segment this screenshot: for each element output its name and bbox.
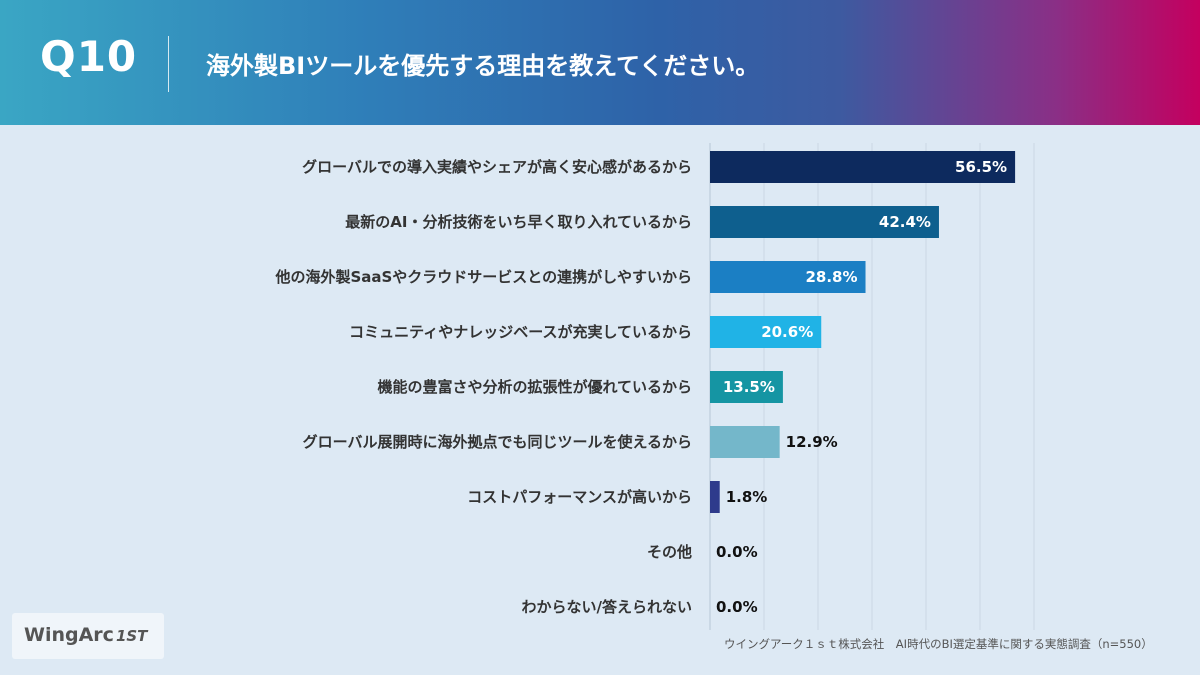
bar <box>710 151 1016 183</box>
data-label: 28.8% <box>805 268 857 286</box>
data-label: 12.9% <box>786 433 838 451</box>
category-label: 最新のAI・分析技術をいち早く取り入れているから <box>345 213 692 231</box>
category-label: コミュニティやナレッジベースが充実しているから <box>349 323 692 341</box>
bar <box>710 426 780 458</box>
category-label: グローバル展開時に海外拠点でも同じツールを使えるから <box>303 433 692 451</box>
header-banner: Q10 海外製BIツールを優先する理由を教えてください。 <box>0 0 1200 125</box>
category-label: グローバルでの導入実績やシェアが高く安心感があるから <box>302 158 692 176</box>
category-label: わからない/答えられない <box>522 598 692 616</box>
logo-mark: 1ST <box>115 627 148 645</box>
question-number: Q10 <box>40 32 138 81</box>
data-label: 0.0% <box>716 543 758 561</box>
bar <box>710 261 866 293</box>
category-label: その他 <box>647 543 692 561</box>
data-label: 13.5% <box>723 378 775 396</box>
value-labels: 56.5% 42.4% 28.8% 20.6% 13.5% 12.9% 1.8% 0.0% 0.… <box>716 158 1007 616</box>
logo-wordmark: WingArc <box>24 624 114 646</box>
data-label: 42.4% <box>879 213 931 231</box>
header-divider <box>168 36 169 92</box>
page-title: 海外製BIツールを優先する理由を教えてください。 <box>206 52 760 80</box>
bars <box>710 151 1016 513</box>
data-label: 20.6% <box>761 323 813 341</box>
source-note: ウイングアーク１ｓｔ株式会社 AI時代のBI選定基準に関する実態調査（n=550… <box>724 637 1153 651</box>
category-label: コストパフォーマンスが高いから <box>467 488 692 506</box>
bar <box>710 371 783 403</box>
bar <box>710 481 720 513</box>
company-logo: WingArc 1ST <box>12 613 164 659</box>
category-label: 機能の豊富さや分析の拡張性が優れているから <box>377 378 692 396</box>
data-label: 0.0% <box>716 598 758 616</box>
bar-chart: グローバルでの導入実績やシェアが高く安心感があるから最新のAI・分析技術をいち早… <box>274 143 1035 630</box>
data-label: 56.5% <box>955 158 1007 176</box>
bar <box>710 316 822 348</box>
logo-text: WingArc 1ST <box>24 624 147 646</box>
data-label: 1.8% <box>726 488 768 506</box>
category-label: 他の海外製SaaSやクラウドサービスとの連携がしやすいから <box>274 268 692 286</box>
category-labels: グローバルでの導入実績やシェアが高く安心感があるから最新のAI・分析技術をいち早… <box>274 158 692 616</box>
bar <box>710 206 939 238</box>
